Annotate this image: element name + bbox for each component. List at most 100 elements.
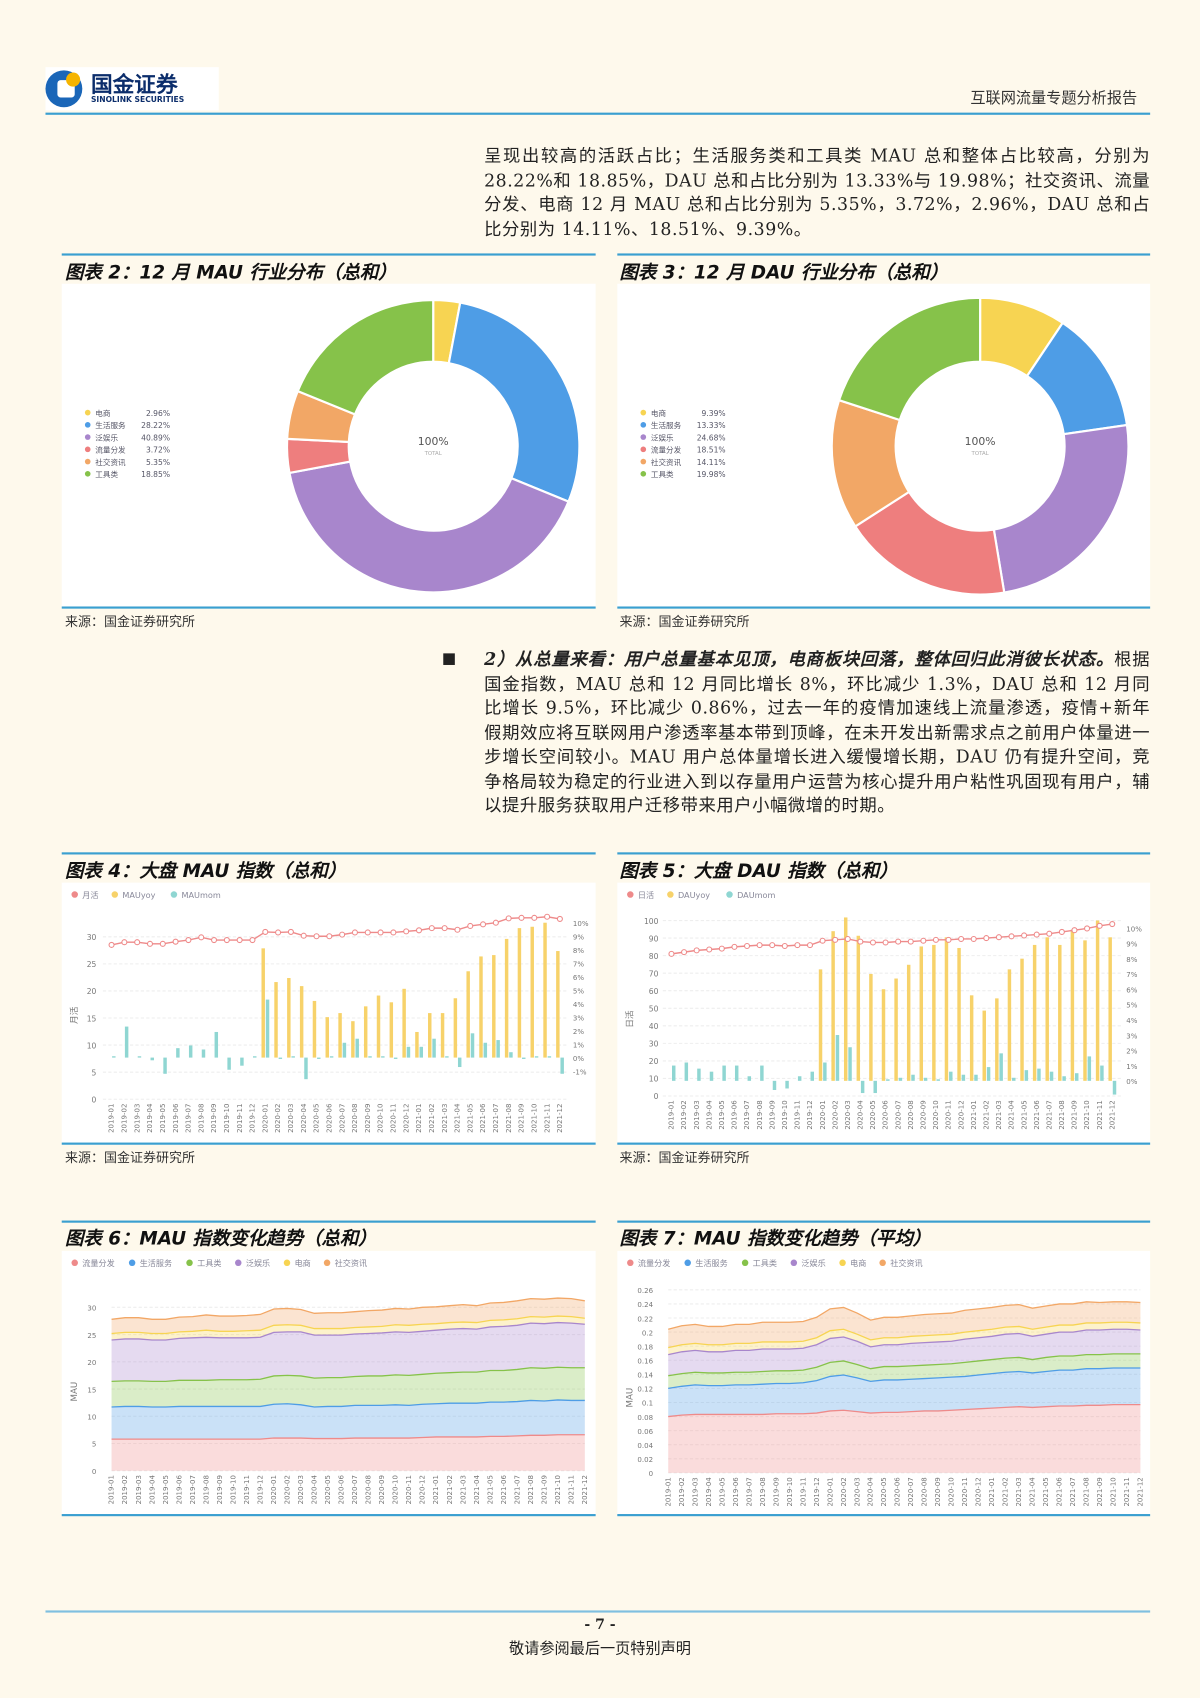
legend-label: 社交资讯	[890, 1258, 922, 1268]
bar-DAUyoy	[831, 931, 835, 1081]
y-left-tick-label: 20	[87, 987, 97, 996]
bar-MAUyoy	[363, 1006, 368, 1058]
y-right-tick-label: 9%	[1126, 940, 1137, 949]
bar-MAUmom	[163, 1057, 167, 1074]
line-point	[480, 921, 487, 928]
area-line-社交资讯	[668, 1301, 1141, 1330]
line-point	[223, 937, 230, 944]
legend-label: 电商	[850, 1258, 866, 1268]
y-tick-label: 0.22	[637, 1314, 653, 1323]
line-point	[983, 935, 990, 942]
bar-DAUmom	[961, 1074, 966, 1081]
fig3-divider	[617, 253, 1151, 256]
line-point	[693, 947, 700, 954]
x-tick-label: 2021-06	[1055, 1477, 1064, 1507]
bar-DAUyoy	[982, 1010, 986, 1081]
x-tick-label: 2020-04	[299, 1103, 308, 1133]
x-tick-label: 2021-09	[539, 1475, 548, 1504]
area-line-电商	[111, 1315, 585, 1335]
x-tick-label: 2020-05	[879, 1477, 888, 1506]
legend-marker	[640, 434, 647, 440]
line-point	[958, 935, 965, 943]
x-tick-label: 2019-05	[158, 1104, 167, 1133]
pie-center-sublabel: TOTAL	[424, 451, 442, 457]
bar-MAUyoy	[376, 995, 381, 1058]
line-point	[326, 933, 333, 940]
legend-value: 18.85%	[141, 470, 170, 479]
bar-MAUmom	[509, 1052, 513, 1058]
x-tick-label: 2021-01	[414, 1104, 423, 1133]
bar-DAUmom	[672, 1065, 676, 1081]
x-tick-label: 2020-02	[839, 1477, 848, 1506]
legend-marker	[640, 422, 647, 428]
bar-DAUyoy	[906, 964, 911, 1081]
area-line-电商	[668, 1321, 1141, 1349]
x-tick-label: 2021-07	[1068, 1477, 1077, 1506]
pie-slice	[992, 423, 1130, 594]
x-tick-label: 2021-07	[512, 1475, 521, 1504]
bar-DAUyoy	[1070, 929, 1075, 1081]
legend-label: 月活	[82, 890, 98, 900]
line-point	[756, 942, 763, 949]
x-tick-label: 2021-08	[1082, 1477, 1091, 1506]
y-tick-label: 0	[649, 1469, 653, 1478]
legend-label: 工具类	[753, 1258, 777, 1268]
legend-value: 9.39%	[702, 409, 726, 418]
x-tick-label: 2021-06	[478, 1103, 487, 1133]
x-tick-label: 2019-07	[184, 1104, 193, 1133]
bar-DAUmom	[911, 1074, 915, 1081]
bar-MAUmom	[496, 1040, 500, 1058]
bar-MAUmom	[188, 1045, 193, 1058]
bar-DAUmom	[923, 1077, 928, 1081]
x-tick-label: 2021-03	[994, 1100, 1003, 1129]
bar-DAUyoy	[1007, 969, 1012, 1081]
bar-MAUmom	[547, 1056, 552, 1058]
y-right-tick-label: 5%	[573, 986, 584, 995]
y-tick-label: 30	[87, 1304, 96, 1313]
y-right-tick-label: 2%	[1126, 1047, 1137, 1056]
bar-MAUyoy	[556, 951, 560, 1058]
bar-DAUyoy	[919, 946, 924, 1081]
bar-MAUyoy	[504, 938, 509, 1058]
fig2-source: 来源：国金证券研究所	[64, 614, 195, 630]
legend-label: 泛娱乐	[95, 432, 118, 442]
x-tick-label: 2019-11	[235, 1104, 244, 1133]
bar-MAUyoy	[530, 926, 534, 1058]
bar-DAUyoy	[1095, 920, 1100, 1081]
x-tick-label: 2020-04	[310, 1475, 319, 1505]
y-tick-label: 0.02	[637, 1455, 653, 1464]
x-tick-label: 2021-05	[1019, 1100, 1028, 1129]
bar-DAUyoy	[944, 937, 949, 1081]
bar-DAUmom	[734, 1065, 739, 1081]
x-tick-label: 2019-05	[717, 1100, 726, 1129]
y-right-tick-label: 1%	[1126, 1062, 1137, 1071]
x-tick-label: 2020-11	[944, 1100, 953, 1129]
y-tick-label: 0.06	[637, 1427, 653, 1436]
legend-label: DAUmom	[737, 890, 775, 900]
line-point	[1109, 921, 1116, 928]
bar-MAUmom	[112, 1056, 116, 1058]
y-left-tick-label: 50	[649, 1005, 659, 1014]
legend-marker	[667, 891, 674, 898]
y-left-tick-label: 90	[649, 934, 659, 943]
area-泛娱乐	[111, 1322, 585, 1382]
area-泛娱乐	[668, 1329, 1141, 1376]
bar-DAUmom	[785, 1080, 789, 1089]
section2-heading: 2）从总量来看：用户总量基本见顶，电商板块回落，整体回归此消彼长状态。	[484, 648, 1115, 670]
y-tick-label: 0.04	[637, 1441, 653, 1450]
x-tick-label: 2019-08	[758, 1477, 767, 1506]
line-point	[198, 934, 205, 941]
fig4-mau-index-chart: 月活 MAUyoy MAUmom 2019-01 2019-02 2019-03 2019-…	[61, 882, 596, 1145]
x-tick-label: 2021-06	[499, 1475, 508, 1505]
legend-label: 社交资讯	[651, 457, 682, 467]
legend-marker	[640, 409, 647, 416]
bar-MAUyoy	[338, 1013, 342, 1058]
y-axis-label: 日活	[623, 1010, 635, 1028]
x-tick-label: 2019-12	[248, 1104, 257, 1133]
y-right-tick-label: 4%	[573, 1000, 584, 1009]
legend-marker	[84, 458, 91, 465]
x-tick-label: 2020-12	[956, 1100, 965, 1129]
x-tick-label: 2021-12	[580, 1475, 589, 1504]
x-tick-label: 2020-08	[350, 1104, 359, 1133]
